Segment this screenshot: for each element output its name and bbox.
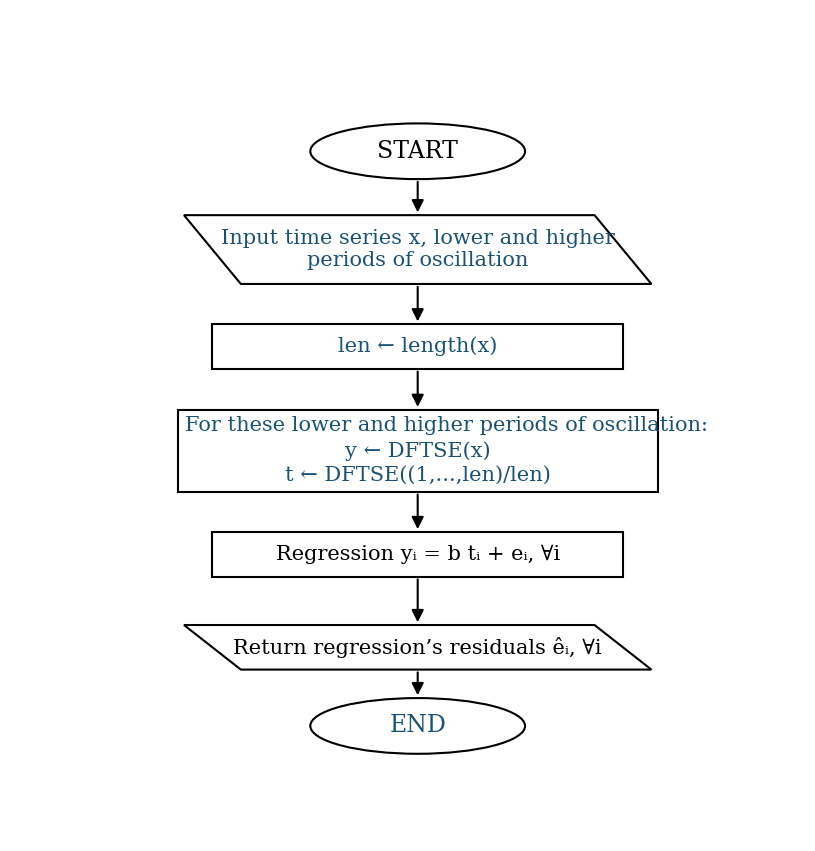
Text: len ← length(x): len ← length(x) <box>338 337 497 357</box>
Text: Regression yᵢ = b tᵢ + eᵢ, ∀i: Regression yᵢ = b tᵢ + eᵢ, ∀i <box>275 545 560 564</box>
Text: START: START <box>377 140 458 163</box>
Bar <box>178 410 658 492</box>
Ellipse shape <box>311 123 525 179</box>
Text: t ← DFTSE((1,...,len)/len): t ← DFTSE((1,...,len)/len) <box>284 466 551 485</box>
Bar <box>213 324 623 368</box>
Text: Input time series x, lower and higher
periods of oscillation: Input time series x, lower and higher pe… <box>221 229 615 270</box>
Text: y ← DFTSE(x): y ← DFTSE(x) <box>345 441 491 460</box>
Ellipse shape <box>311 698 525 754</box>
Polygon shape <box>184 215 651 284</box>
Text: Return regression’s residuals êᵢ, ∀i: Return regression’s residuals êᵢ, ∀i <box>233 637 602 658</box>
Text: END: END <box>390 715 446 738</box>
Text: For these lower and higher periods of oscillation:: For these lower and higher periods of os… <box>185 416 708 436</box>
Bar <box>213 532 623 576</box>
Polygon shape <box>184 625 651 670</box>
